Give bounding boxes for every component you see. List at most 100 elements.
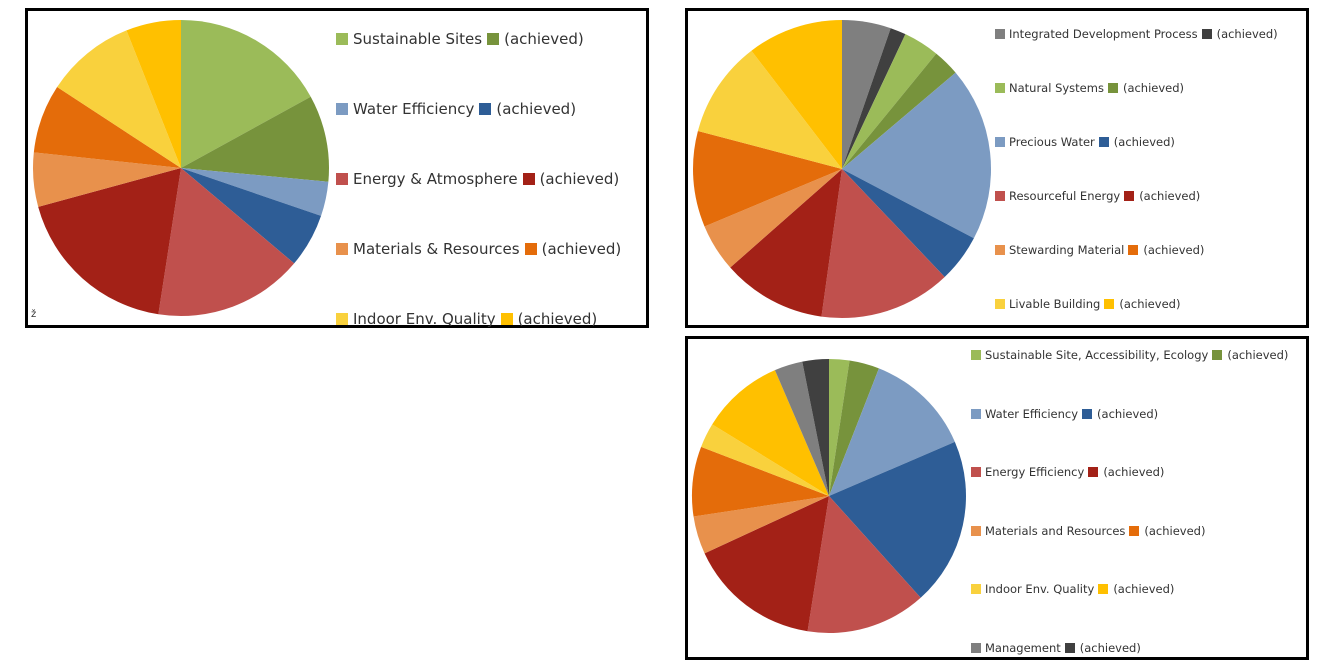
- legend-entry: Sustainable Site, Accessibility, Ecology…: [971, 346, 1288, 364]
- legend-swatch-achieved: [1088, 467, 1099, 477]
- pie-slice: [842, 28, 906, 169]
- legend-label: Sustainable Sites: [353, 30, 483, 48]
- legend-label: Water Efficiency: [353, 100, 475, 118]
- legend-swatch-achieved: [1124, 191, 1135, 201]
- legend-achieved-label: (achieved): [1227, 348, 1289, 362]
- legend-swatch: [995, 29, 1005, 39]
- legend-entry: Energy Efficiency (achieved): [971, 463, 1164, 481]
- legend-label: Integrated Development Process: [1009, 27, 1198, 41]
- legend-entry: Natural Systems (achieved): [995, 79, 1184, 97]
- legend-1: Sustainable Sites (achieved) Water Efficie…: [336, 21, 646, 328]
- pie-slice: [730, 169, 842, 317]
- legend-swatch-achieved: [1201, 29, 1212, 39]
- legend-label: Stewarding Material: [1009, 243, 1125, 257]
- legend-label: Energy Efficiency: [985, 465, 1085, 479]
- legend-entry: Livable Building (achieved): [995, 295, 1180, 313]
- pie-slice: [57, 30, 181, 169]
- legend-achieved-label: (achieved): [1143, 243, 1205, 257]
- legend-swatch: [336, 33, 348, 45]
- legend-achieved-label: (achieved): [1122, 81, 1185, 95]
- legend-entry: Materials & Resources (achieved): [336, 238, 621, 260]
- legend-achieved-label: (achieved): [517, 310, 598, 328]
- legend-label: Livable Building: [1009, 297, 1101, 311]
- legend-achieved-label: (achieved): [1113, 582, 1175, 596]
- legend-swatch: [336, 173, 348, 185]
- legend-swatch-achieved: [1064, 642, 1075, 653]
- legend-swatch-achieved: [1098, 584, 1109, 594]
- legend-entry: Sustainable Sites (achieved): [336, 28, 584, 50]
- pie-slice: [842, 72, 991, 239]
- pie-slice: [693, 131, 842, 227]
- pie-slice: [829, 359, 850, 496]
- legend-swatch-achieved: [1098, 137, 1109, 147]
- legend-label: Precious Water: [1009, 135, 1095, 149]
- legend-swatch-achieved: [522, 173, 535, 185]
- legend-entry: Management (achieved): [971, 639, 1141, 657]
- legend-swatch-achieved: [1128, 245, 1139, 255]
- legend-achieved-label: (achieved): [1144, 523, 1206, 538]
- chart-panel-2: Integrated Development Process (achieved)…: [685, 8, 1309, 328]
- pie-slice: [807, 496, 921, 633]
- legend-entry: Precious Water (achieved): [995, 133, 1175, 151]
- pie-slice: [842, 34, 937, 170]
- pie-chart-1: [32, 20, 329, 317]
- legend-swatch-achieved: [500, 313, 513, 325]
- legend-achieved-label: (achieved): [1113, 135, 1175, 149]
- pie-slice: [33, 87, 181, 168]
- legend-swatch-achieved: [479, 103, 492, 115]
- legend-entry: Indoor Env. Quality (achieved): [971, 580, 1174, 598]
- pie-slice: [829, 441, 966, 598]
- pie-slice: [821, 169, 945, 319]
- legend-label: Indoor Env. Quality: [985, 582, 1095, 596]
- pie-slice: [181, 96, 329, 182]
- pie-chart-2: [693, 20, 991, 319]
- legend-achieved-label: (achieved): [541, 240, 622, 258]
- pie-slice: [697, 50, 842, 170]
- pie-slice: [712, 370, 829, 496]
- pie-slice: [32, 152, 182, 207]
- legend-label: Materials & Resources: [353, 240, 520, 258]
- legend-achieved-label: (achieved): [1097, 406, 1159, 421]
- legend-achieved-label: (achieved): [1079, 640, 1141, 655]
- legend-achieved-label: (achieved): [1216, 27, 1278, 41]
- pie-slice: [691, 446, 829, 517]
- legend-swatch: [336, 103, 348, 115]
- legend-3: Sustainable Site, Accessibility, Ecology…: [971, 346, 1305, 656]
- chart-panel-1: Sustainable Sites (achieved) Water Efficie…: [25, 8, 649, 328]
- pie-slice: [158, 168, 295, 317]
- legend-entry: Indoor Env. Quality (achieved): [336, 308, 597, 330]
- pie-slice: [126, 20, 181, 168]
- pie-slice: [829, 368, 955, 496]
- legend-entry: Water Efficiency (achieved): [336, 98, 576, 120]
- legend-swatch: [995, 299, 1005, 309]
- pie-slice: [774, 361, 829, 496]
- legend-swatch: [336, 243, 348, 255]
- legend-achieved-label: (achieved): [539, 170, 620, 188]
- legend-swatch: [971, 584, 981, 594]
- pie-slice: [701, 424, 829, 496]
- pie-slice: [704, 169, 842, 268]
- legend-label: Resourceful Energy: [1009, 189, 1121, 203]
- legend-swatch: [336, 313, 348, 325]
- legend-swatch: [995, 245, 1005, 255]
- legend-label: Water Efficiency: [985, 406, 1079, 421]
- pie-slice: [842, 169, 974, 277]
- legend-label: Materials and Resources: [985, 523, 1126, 538]
- pie-slice: [693, 496, 829, 554]
- legend-entry: Water Efficiency (achieved): [971, 405, 1158, 423]
- legend-label: Indoor Env. Quality: [353, 310, 496, 328]
- pie-slice: [704, 496, 829, 632]
- legend-swatch: [971, 642, 981, 653]
- pie-slice: [842, 20, 891, 169]
- legend-swatch: [971, 525, 981, 536]
- legend-label: Natural Systems: [1009, 81, 1104, 95]
- legend-entry: Resourceful Energy (achieved): [995, 187, 1200, 205]
- chart-panel-3: Sustainable Site, Accessibility, Ecology…: [685, 336, 1309, 660]
- pie-slice: [181, 168, 322, 264]
- legend-swatch-achieved: [1082, 408, 1093, 419]
- legend-achieved-label: (achieved): [1103, 465, 1165, 479]
- legend-swatch-achieved: [1212, 350, 1223, 360]
- legend-achieved-label: (achieved): [1139, 189, 1201, 203]
- legend-swatch: [971, 408, 981, 419]
- pie-slice: [842, 53, 956, 169]
